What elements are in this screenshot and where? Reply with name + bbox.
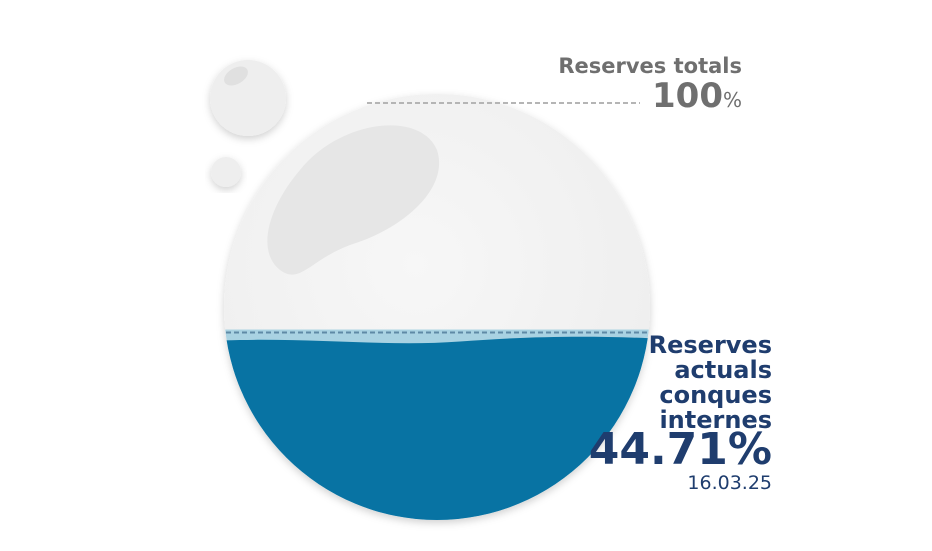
max-value: 100% <box>652 76 742 116</box>
bubble-highlight <box>224 66 248 86</box>
bubble <box>211 157 241 187</box>
date: 16.03.25 <box>687 472 772 494</box>
highlight <box>267 125 440 275</box>
value-title: Reserves actuals conques internes <box>648 331 772 434</box>
bubble <box>210 60 286 136</box>
max-label: Reserves totals <box>558 54 742 78</box>
max-number: 100 <box>652 76 723 116</box>
value-label: 44.71% <box>588 424 772 475</box>
max-unit: % <box>722 88 742 112</box>
